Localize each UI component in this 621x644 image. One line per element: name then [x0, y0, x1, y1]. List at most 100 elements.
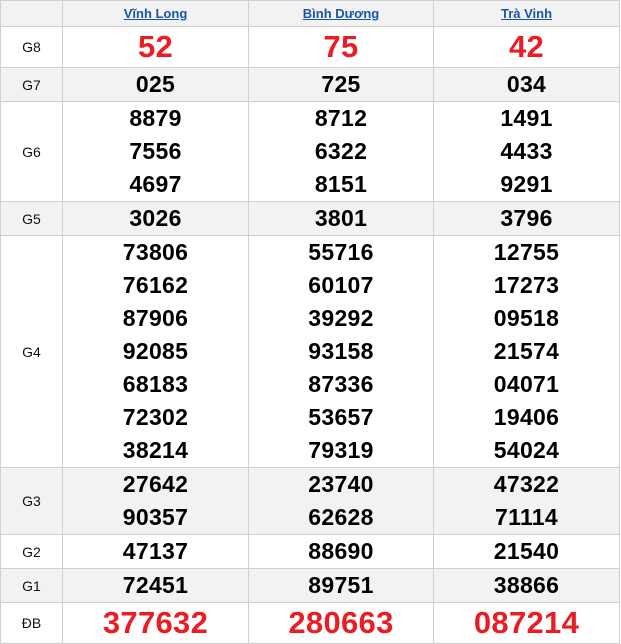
result-number: 19406	[493, 404, 560, 430]
result-number: 21574	[493, 338, 560, 364]
result-cell: 725	[248, 67, 434, 102]
result-cell: 88690	[248, 534, 434, 569]
result-number: 75	[323, 29, 359, 64]
result-number: 280663	[288, 605, 394, 640]
result-cell: 89751	[248, 568, 434, 603]
result-number: 17273	[493, 272, 560, 298]
result-number: 8151	[314, 171, 368, 197]
prize-row-g4: G4 73806 76162 87906 92085 68183 72302 38214 557…	[0, 235, 620, 468]
result-number: 034	[506, 71, 547, 97]
result-number: 087214	[473, 605, 580, 640]
result-cell: 27642 90357	[62, 467, 249, 535]
result-number: 72302	[122, 404, 189, 430]
result-cell: 8879 7556 4697	[62, 101, 249, 202]
result-number: 8879	[129, 105, 182, 131]
result-number: 89751	[308, 572, 374, 598]
result-number: 92085	[122, 338, 189, 364]
result-cell: 52	[62, 26, 249, 68]
prize-row-g7: G7 025 725 034	[0, 67, 620, 102]
result-number: 4433	[500, 138, 553, 164]
result-cell: 3801	[248, 201, 434, 236]
result-cell: 73806 76162 87906 92085 68183 72302 38214	[62, 235, 249, 468]
result-number: 71114	[495, 504, 558, 530]
result-number: 1491	[500, 105, 553, 131]
result-cell: 1491 4433 9291	[433, 101, 620, 202]
result-number: 87336	[308, 371, 374, 397]
result-cell: 23740 62628	[248, 467, 434, 535]
result-number: 23740	[308, 471, 374, 497]
result-number: 55716	[308, 239, 374, 265]
result-number: 6322	[314, 138, 368, 164]
result-number: 90357	[122, 504, 189, 530]
result-cell: 3026	[62, 201, 249, 236]
result-number: 47322	[493, 471, 560, 497]
result-number: 53657	[308, 404, 374, 430]
prize-label: G6	[0, 101, 63, 202]
prize-row-g1: G1 72451 89751 38866	[0, 568, 620, 603]
result-number: 377632	[102, 605, 209, 640]
corner-cell	[0, 0, 63, 27]
prize-label: G5	[0, 201, 63, 236]
result-number: 21540	[493, 538, 560, 564]
header-row: Vĩnh Long Bình Dương Trà Vinh	[0, 0, 620, 27]
result-number: 04071	[493, 371, 560, 397]
result-cell: 75	[248, 26, 434, 68]
result-number: 38866	[493, 572, 560, 598]
result-cell: 12755 17273 09518 21574 04071 19406 54024	[433, 235, 620, 468]
result-number: 88690	[308, 538, 374, 564]
result-cell: 280663	[248, 602, 434, 644]
result-cell: 47137	[62, 534, 249, 569]
result-number: 09518	[493, 305, 560, 331]
result-number: 27642	[122, 471, 189, 497]
result-cell: 72451	[62, 568, 249, 603]
province-header: Trà Vinh	[433, 0, 620, 27]
result-number: 3796	[500, 205, 553, 231]
result-number: 8712	[314, 105, 368, 131]
prize-row-g2: G2 47137 88690 21540	[0, 534, 620, 569]
result-number: 72451	[122, 572, 189, 598]
prize-label: ĐB	[0, 602, 63, 644]
province-link-binh-duong[interactable]: Bình Dương	[302, 6, 380, 21]
result-number: 3801	[314, 205, 368, 231]
province-link-tra-vinh[interactable]: Trà Vinh	[500, 6, 553, 21]
result-cell: 377632	[62, 602, 249, 644]
result-cell: 034	[433, 67, 620, 102]
prize-label: G7	[0, 67, 63, 102]
result-number: 79319	[308, 437, 374, 463]
result-number: 52	[137, 29, 174, 64]
result-cell: 38866	[433, 568, 620, 603]
result-number: 725	[321, 71, 361, 97]
prize-row-g8: G8 52 75 42	[0, 26, 620, 68]
result-number: 025	[135, 71, 176, 97]
result-number: 54024	[493, 437, 560, 463]
result-number: 3026	[129, 205, 182, 231]
result-cell: 025	[62, 67, 249, 102]
prize-row-g5: G5 3026 3801 3796	[0, 201, 620, 236]
result-number: 4697	[129, 171, 182, 197]
prize-label: G3	[0, 467, 63, 535]
result-number: 38214	[122, 437, 189, 463]
prize-label: G4	[0, 235, 63, 468]
result-number: 93158	[308, 338, 374, 364]
result-number: 87906	[122, 305, 189, 331]
prize-label: G1	[0, 568, 63, 603]
result-cell: 3796	[433, 201, 620, 236]
result-number: 68183	[122, 371, 189, 397]
prize-row-g3: G3 27642 90357 23740 62628 47322 71114	[0, 467, 620, 535]
result-cell: 21540	[433, 534, 620, 569]
result-number: 76162	[122, 272, 189, 298]
result-cell: 087214	[433, 602, 620, 644]
province-header: Vĩnh Long	[62, 0, 249, 27]
result-cell: 42	[433, 26, 620, 68]
province-link-vinh-long[interactable]: Vĩnh Long	[123, 6, 188, 21]
province-header: Bình Dương	[248, 0, 434, 27]
result-number: 42	[508, 29, 545, 64]
prize-label: G2	[0, 534, 63, 569]
prize-label: G8	[0, 26, 63, 68]
result-number: 7556	[129, 138, 182, 164]
result-number: 12755	[493, 239, 560, 265]
result-number: 39292	[308, 305, 374, 331]
result-number: 73806	[122, 239, 189, 265]
prize-row-đb: ĐB 377632 280663 087214	[0, 602, 620, 644]
